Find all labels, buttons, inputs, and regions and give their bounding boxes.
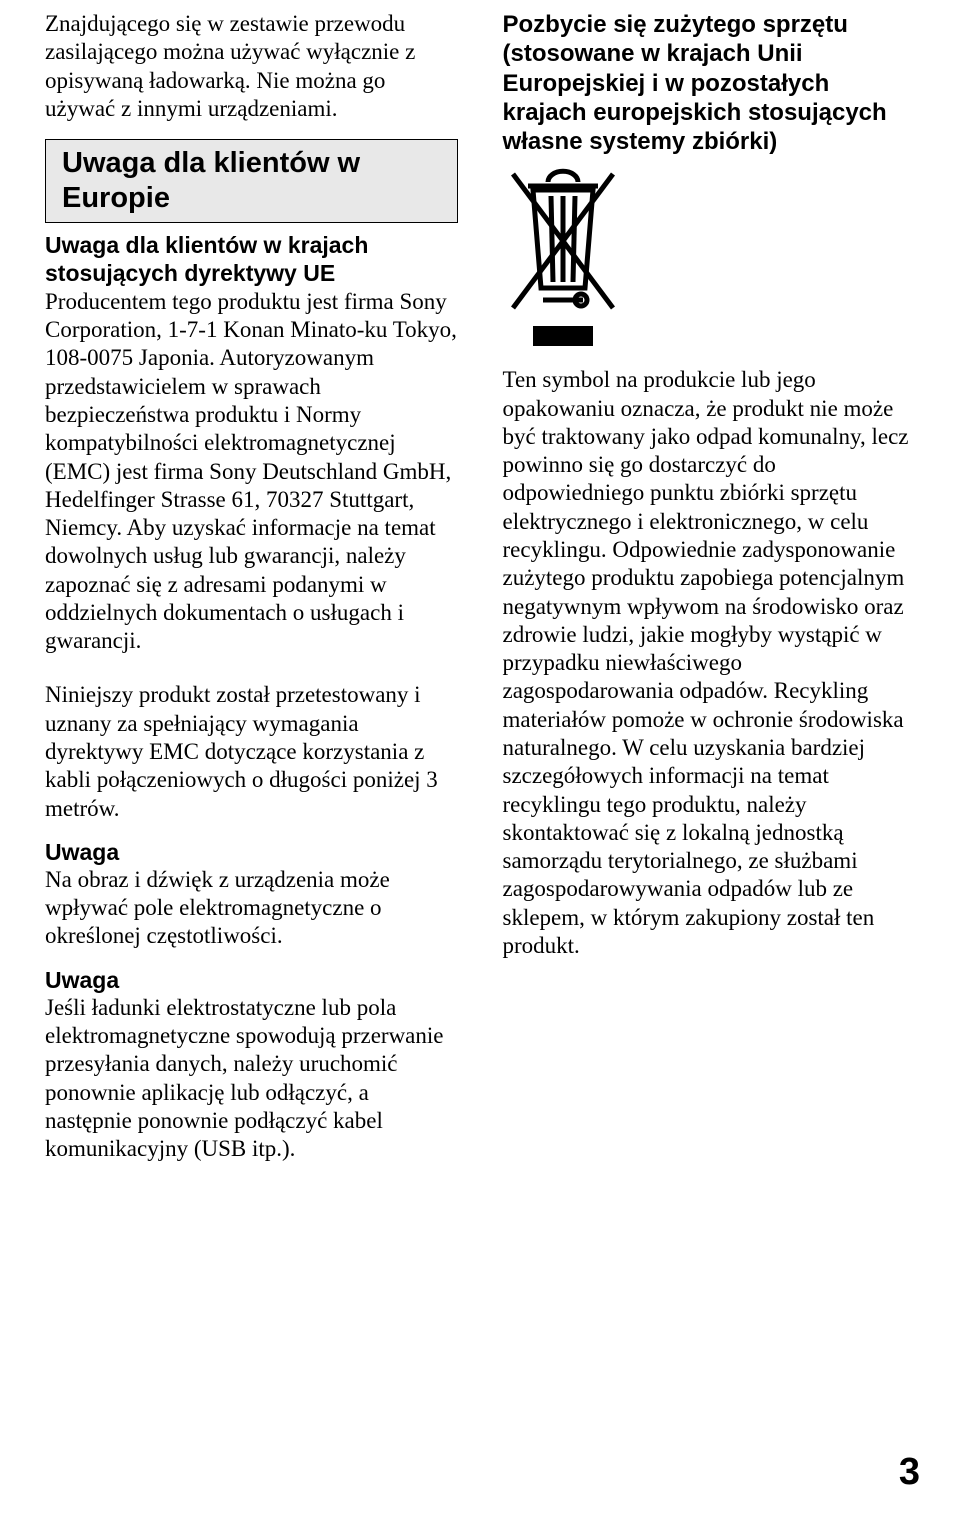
uwaga-text-2: Jeśli ładunki elektrostatyczne lub pola …: [45, 994, 458, 1164]
intro-paragraph: Znajdującego się w zestawie przewodu zas…: [45, 10, 458, 123]
uwaga-heading-1: Uwaga: [45, 839, 458, 866]
emc-paragraph: Niniejszy produkt został przetestowany i…: [45, 681, 458, 822]
disposal-heading: Pozbycie się zużytego sprzętu (stosowane…: [503, 10, 916, 156]
europe-notice-heading: Uwaga dla klientów w Europie: [45, 139, 458, 223]
manufacturer-paragraph: Producentem tego produktu jest firma Son…: [45, 288, 458, 656]
left-column: Znajdującego się w zestawie przewodu zas…: [45, 0, 458, 1163]
uwaga-heading-2: Uwaga: [45, 967, 458, 994]
disposal-paragraph: Ten symbol na produkcie lub jego opakowa…: [503, 366, 916, 960]
weee-icon: [503, 168, 916, 348]
page-number: 3: [899, 1451, 920, 1494]
eu-directive-subheading: Uwaga dla klientów w krajach stosujących…: [45, 231, 458, 287]
uwaga-text-1: Na obraz i dźwięk z urządzenia może wpły…: [45, 866, 458, 951]
right-column: Pozbycie się zużytego sprzętu (stosowane…: [503, 0, 916, 1163]
